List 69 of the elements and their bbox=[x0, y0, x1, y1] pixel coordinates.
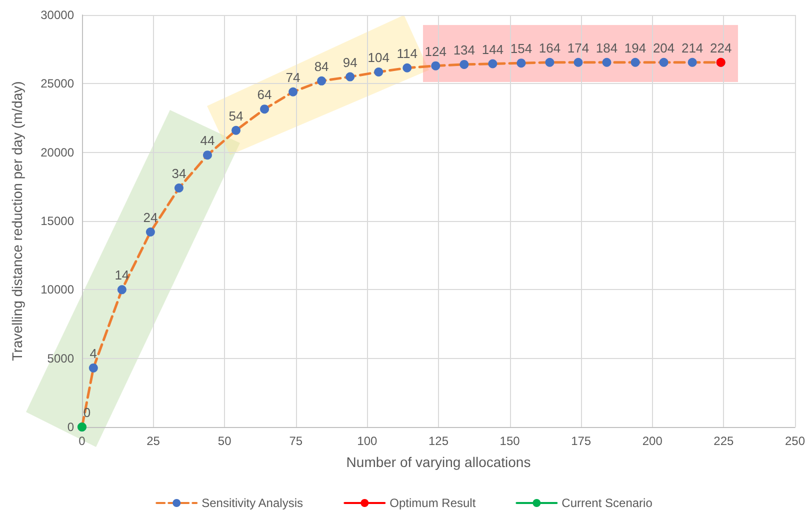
annotation: 224 bbox=[710, 40, 732, 56]
x-tick-label: 75 bbox=[289, 434, 303, 448]
y-tick-label: 25000 bbox=[40, 76, 74, 91]
x-tick-label: 150 bbox=[500, 434, 520, 448]
point bbox=[402, 63, 412, 72]
x-tick-label: 125 bbox=[428, 434, 449, 448]
x-tick-label: 25 bbox=[146, 434, 160, 448]
point bbox=[488, 59, 498, 68]
y-tick-label: 0 bbox=[67, 420, 74, 434]
annotation: 114 bbox=[396, 46, 418, 61]
x-tick-label: 175 bbox=[571, 434, 592, 448]
annotation: 134 bbox=[453, 42, 476, 58]
point bbox=[602, 58, 612, 67]
point bbox=[88, 363, 98, 372]
y-tick-label: 30000 bbox=[40, 8, 74, 22]
annotation: 194 bbox=[624, 40, 646, 56]
x-tick-label: 225 bbox=[714, 434, 734, 448]
annotation: 0 bbox=[83, 405, 91, 420]
point bbox=[202, 150, 212, 160]
point bbox=[460, 60, 469, 69]
annotation: 84 bbox=[314, 58, 329, 74]
annotation: 44 bbox=[200, 133, 215, 148]
annotation: 54 bbox=[228, 108, 244, 124]
annotation: 74 bbox=[286, 70, 300, 85]
annotation: 64 bbox=[257, 87, 272, 102]
annotation: 154 bbox=[510, 41, 532, 56]
point bbox=[317, 76, 326, 86]
y-tick-label: 5000 bbox=[47, 351, 74, 366]
annotation: 204 bbox=[652, 40, 675, 56]
annotation: 174 bbox=[567, 40, 590, 56]
y-axis-title: Travelling distance reduction per day (m/day) bbox=[9, 81, 25, 361]
point bbox=[260, 104, 270, 114]
annotation: 124 bbox=[424, 44, 446, 59]
annotation: 34 bbox=[172, 166, 186, 182]
point bbox=[630, 58, 640, 67]
annotation: 104 bbox=[368, 50, 390, 65]
point bbox=[146, 227, 155, 236]
x-tick-label: 100 bbox=[357, 434, 378, 448]
legend-label: Current Scenario bbox=[562, 496, 653, 510]
annotation: 184 bbox=[596, 40, 618, 56]
x-axis-title: Number of varying allocations bbox=[346, 454, 531, 470]
annotation: 4 bbox=[90, 346, 98, 361]
x-tick-label: 250 bbox=[784, 434, 806, 448]
y-tick-label: 15000 bbox=[40, 214, 74, 228]
y-tick-label: 10000 bbox=[40, 282, 74, 297]
point bbox=[174, 184, 184, 193]
point bbox=[288, 87, 298, 96]
legend-label: Optimum Result bbox=[390, 496, 476, 510]
point bbox=[659, 58, 668, 67]
annotation: 14 bbox=[114, 268, 130, 283]
annotation: 214 bbox=[681, 40, 704, 56]
annotation: 144 bbox=[482, 42, 504, 57]
point bbox=[346, 72, 355, 82]
annotation: 164 bbox=[538, 40, 561, 56]
point bbox=[545, 58, 554, 67]
y-tick-label: 20000 bbox=[40, 145, 74, 160]
x-tick-label: 0 bbox=[78, 434, 86, 448]
annotation: 24 bbox=[143, 210, 158, 225]
x-tick-label: 200 bbox=[642, 434, 663, 448]
point bbox=[431, 61, 440, 70]
x-tick-label: 50 bbox=[218, 434, 232, 448]
point bbox=[374, 67, 384, 76]
legend-label: Sensitivity Analysis bbox=[202, 496, 303, 510]
point bbox=[232, 126, 241, 135]
point bbox=[688, 58, 697, 67]
point bbox=[516, 58, 526, 68]
annotation: 94 bbox=[342, 54, 358, 70]
point bbox=[117, 285, 126, 294]
point bbox=[574, 58, 583, 67]
